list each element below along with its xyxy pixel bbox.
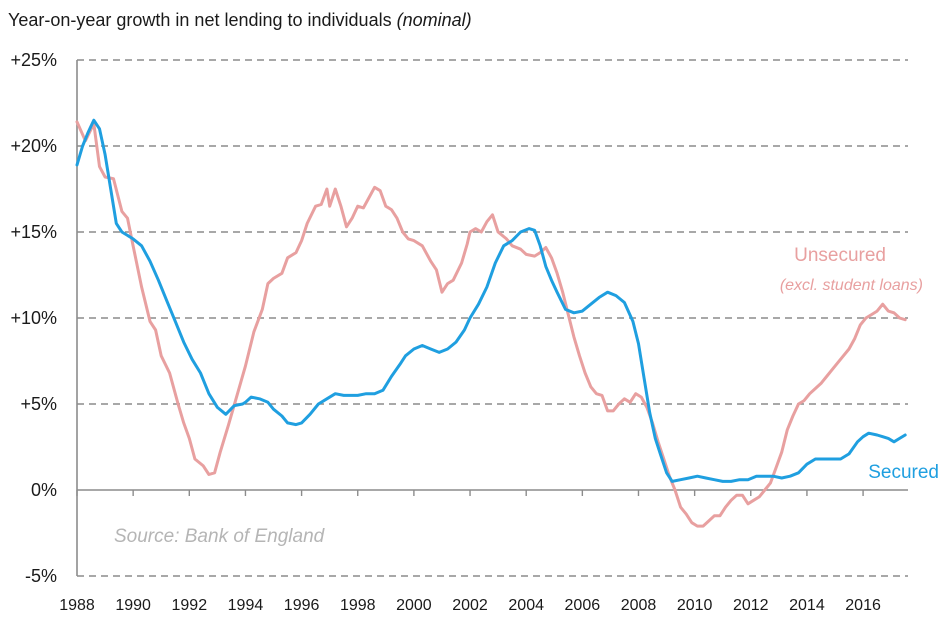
y-tick-label: +5% bbox=[20, 394, 57, 414]
x-tick-label: 1990 bbox=[115, 597, 151, 614]
chart-title-main: Year-on-year growth in net lending to in… bbox=[8, 10, 392, 30]
source-note: Source: Bank of England bbox=[114, 526, 326, 547]
x-tick-label: 1998 bbox=[340, 597, 376, 614]
y-tick-label: -5% bbox=[25, 566, 57, 586]
y-tick-label: +10% bbox=[10, 308, 57, 328]
x-tick-label: 2000 bbox=[396, 597, 432, 614]
y-tick-label: +20% bbox=[10, 136, 57, 156]
x-tick-label: 2008 bbox=[621, 597, 657, 614]
y-tick-label: 0% bbox=[31, 480, 57, 500]
x-tick-label: 2014 bbox=[789, 597, 825, 614]
legend-label-unsecured: Unsecured bbox=[794, 245, 886, 266]
x-tick-labels: 1988 1990 1992 1994 1996 1998 2000 2002 2004 2006… bbox=[59, 597, 881, 614]
x-tick-label: 1996 bbox=[284, 597, 320, 614]
legend-label-unsecured-sub: (excl. student loans) bbox=[780, 277, 923, 294]
x-tick-label: 2006 bbox=[565, 597, 601, 614]
series-lines bbox=[75, 118, 907, 528]
x-axis bbox=[76, 60, 908, 576]
chart-title: Year-on-year growth in net lending to in… bbox=[8, 10, 472, 30]
y-tick-label: +25% bbox=[10, 50, 57, 70]
x-tick-label: 2012 bbox=[733, 597, 769, 614]
x-tick-label: 1994 bbox=[228, 597, 264, 614]
x-tick-label: 2010 bbox=[677, 597, 713, 614]
series-line-unsecured bbox=[75, 120, 907, 528]
legend-label-secured: Secured bbox=[868, 462, 939, 483]
x-tick-label: 2004 bbox=[508, 597, 544, 614]
series-line-secured bbox=[75, 118, 907, 483]
y-tick-label: +15% bbox=[10, 222, 57, 242]
x-tick-label: 1988 bbox=[59, 597, 95, 614]
y-tick-labels: +25% +20% +15% +10% +5% 0% -5% bbox=[10, 50, 57, 586]
x-tick-label: 2002 bbox=[452, 597, 488, 614]
y-gridlines bbox=[77, 59, 908, 577]
x-tick-label: 2016 bbox=[845, 597, 881, 614]
chart-title-suffix: (nominal) bbox=[397, 10, 472, 30]
x-tick-label: 1992 bbox=[172, 597, 208, 614]
